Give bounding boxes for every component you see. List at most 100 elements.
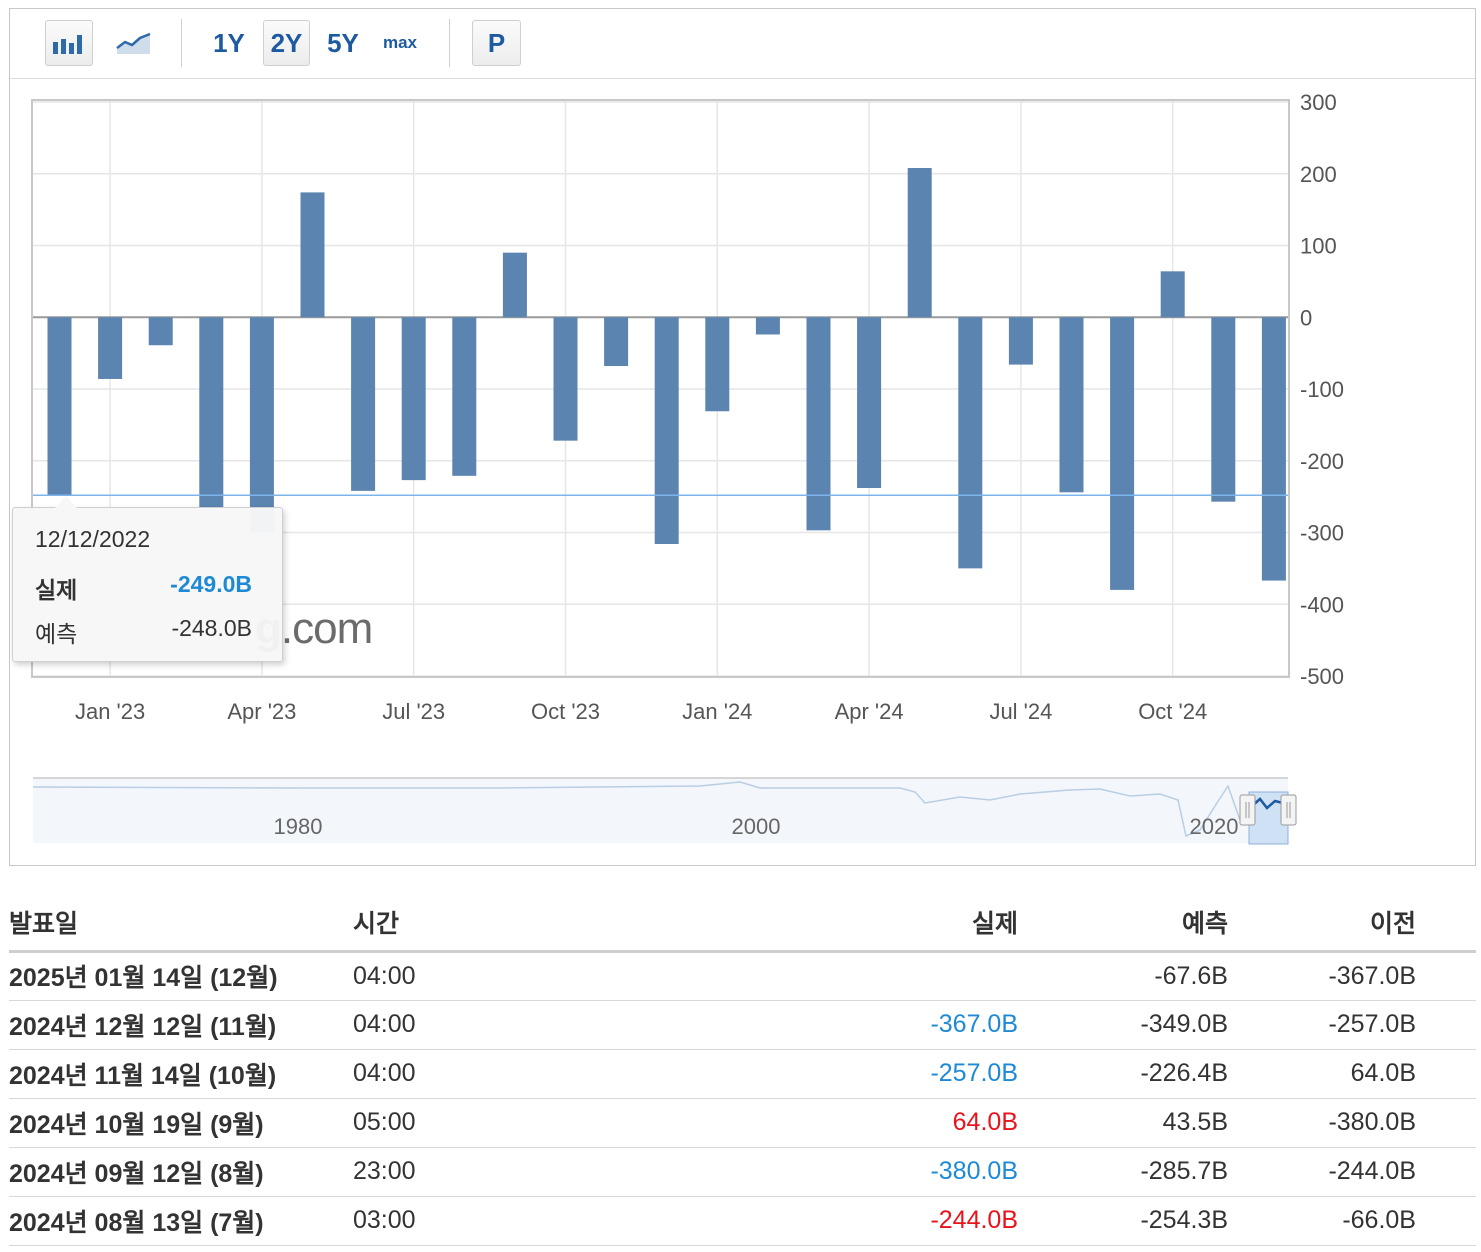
line-chart-icon[interactable] — [110, 20, 158, 66]
bar[interactable] — [1261, 317, 1286, 581]
cell-actual — [753, 951, 1018, 1001]
bar[interactable] — [249, 317, 274, 533]
bar[interactable] — [351, 317, 376, 491]
cell-forecast: -67.6B — [1018, 951, 1228, 1001]
cell-spacer — [1416, 1098, 1476, 1148]
header-actual[interactable]: 실제 — [753, 895, 1018, 953]
cell-date: 2025년 01월 14일 (12월) — [9, 951, 353, 1001]
plot-area-border — [31, 99, 1290, 678]
cell-forecast: -285.7B — [1018, 1147, 1228, 1197]
y-tick-label: 200 — [1300, 162, 1337, 187]
navigator-background — [33, 778, 1288, 843]
x-axis-labels: Jan '23 Apr '23 Jul '23 Oct '23 Jan '24 Apr '… — [75, 699, 1207, 724]
bar[interactable] — [907, 168, 932, 318]
bar[interactable] — [755, 317, 780, 335]
bar[interactable] — [300, 192, 325, 318]
cell-date: 2024년 11월 14일 (10월) — [9, 1049, 353, 1099]
bar[interactable] — [806, 317, 831, 531]
y-tick-label: 0 — [1300, 305, 1312, 330]
cell-date: 2024년 08월 13일 (7월) — [9, 1196, 353, 1246]
cell-time: 05:00 — [353, 1098, 753, 1148]
range-1y-button[interactable]: 1Y — [213, 27, 245, 58]
cell-time: 03:00 — [353, 1196, 753, 1246]
navigator-right-handle[interactable] — [1280, 794, 1297, 826]
navigator-series-line — [32, 781, 1249, 838]
cell-spacer — [1416, 1147, 1476, 1197]
range-5y-button[interactable]: 5Y — [327, 27, 359, 58]
bars-layer — [47, 168, 1286, 590]
cell-date: 2024년 12월 12일 (11월) — [9, 1000, 353, 1050]
header-date[interactable]: 발표일 — [9, 895, 353, 953]
navigator-label: 1980 — [274, 814, 323, 839]
cell-forecast: -226.4B — [1018, 1049, 1228, 1099]
table-row: 2024년 10월 19일 (9월) 05:00 64.0B 43.5B -38… — [9, 1098, 1476, 1148]
bar[interactable] — [1059, 317, 1084, 493]
x-tick-label: Jul '24 — [989, 699, 1052, 724]
cell-spacer — [1416, 1000, 1476, 1050]
navigator-left-handle[interactable] — [1239, 794, 1256, 826]
tooltip-forecast-label: 예측 — [35, 621, 78, 647]
y-tick-label: 300 — [1300, 90, 1337, 115]
tooltip-actual-label: 실제 — [35, 577, 78, 603]
toolbar-divider — [181, 19, 182, 67]
range-2y-button[interactable]: 2Y — [263, 20, 310, 66]
cell-spacer — [1416, 1049, 1476, 1099]
p-button[interactable]: P — [472, 20, 521, 66]
table-header-row: 발표일 시간 실제 예측 이전 — [9, 895, 1476, 953]
tooltip-forecast-value: -248.0B — [171, 615, 252, 641]
y-tick-label: 100 — [1300, 234, 1337, 259]
y-tick-label: -400 — [1300, 592, 1344, 617]
bar[interactable] — [98, 317, 123, 379]
range-max-button[interactable]: max — [382, 33, 418, 52]
bar[interactable] — [857, 317, 882, 489]
x-tick-label: Jul '23 — [382, 699, 445, 724]
bar[interactable] — [502, 252, 527, 318]
time-navigator[interactable]: 1980 2000 2020 — [32, 777, 1297, 845]
cell-time: 23:00 — [353, 1147, 753, 1197]
chart-svg: 300 200 100 0 -100 -200 -300 -400 -500 Jan '23 Ap… — [31, 90, 1344, 845]
watermark-text: .com — [280, 604, 373, 653]
y-tick-label: -100 — [1300, 377, 1344, 402]
bar[interactable] — [604, 317, 629, 367]
bar[interactable] — [958, 317, 983, 569]
header-time[interactable]: 시간 — [353, 895, 753, 953]
table-row: 2024년 09월 12일 (8월) 23:00 -380.0B -285.7B… — [9, 1147, 1476, 1197]
y-tick-label: -200 — [1300, 449, 1344, 474]
bar[interactable] — [452, 317, 477, 476]
cell-actual: -367.0B — [753, 1000, 1018, 1050]
bar[interactable] — [654, 317, 679, 544]
header-forecast[interactable]: 예측 — [1018, 895, 1228, 953]
bar[interactable] — [199, 317, 224, 509]
cell-time: 04:00 — [353, 1000, 753, 1050]
bar[interactable] — [553, 317, 578, 441]
x-tick-label: Oct '24 — [1138, 699, 1207, 724]
bar[interactable] — [401, 317, 426, 481]
table-row: 2024년 12월 12일 (11월) 04:00 -367.0B -349.0… — [9, 1000, 1476, 1050]
cell-time: 04:00 — [353, 1049, 753, 1099]
bar[interactable] — [1211, 317, 1236, 502]
bar-chart-icon[interactable] — [45, 20, 93, 66]
cell-forecast: 43.5B — [1018, 1098, 1228, 1148]
cell-previous: -244.0B — [1228, 1147, 1416, 1197]
cell-previous: -367.0B — [1228, 951, 1416, 1001]
chart-toolbar: 1Y 2Y 5Y max P — [10, 9, 1475, 79]
cell-actual: 64.0B — [753, 1098, 1018, 1148]
x-tick-label: Jan '24 — [682, 699, 752, 724]
tooltip-actual-row: 실제 -249.0B — [35, 571, 252, 605]
bar[interactable] — [705, 317, 730, 412]
header-previous[interactable]: 이전 — [1228, 895, 1416, 953]
cell-previous: -257.0B — [1228, 1000, 1416, 1050]
y-tick-label: -300 — [1300, 521, 1344, 546]
bar[interactable] — [148, 317, 173, 346]
table-row: 2024년 08월 13일 (7월) 03:00 -244.0B -254.3B… — [9, 1196, 1476, 1246]
navigator-label: 2020 — [1190, 814, 1239, 839]
cell-forecast: -349.0B — [1018, 1000, 1228, 1050]
bar[interactable] — [1008, 317, 1033, 365]
bar[interactable] — [1110, 317, 1135, 590]
cell-spacer — [1416, 951, 1476, 1001]
navigator-label: 2000 — [732, 814, 781, 839]
bar[interactable] — [1160, 271, 1185, 318]
cell-time: 04:00 — [353, 951, 753, 1001]
cell-previous: -380.0B — [1228, 1098, 1416, 1148]
bar[interactable] — [47, 317, 72, 496]
